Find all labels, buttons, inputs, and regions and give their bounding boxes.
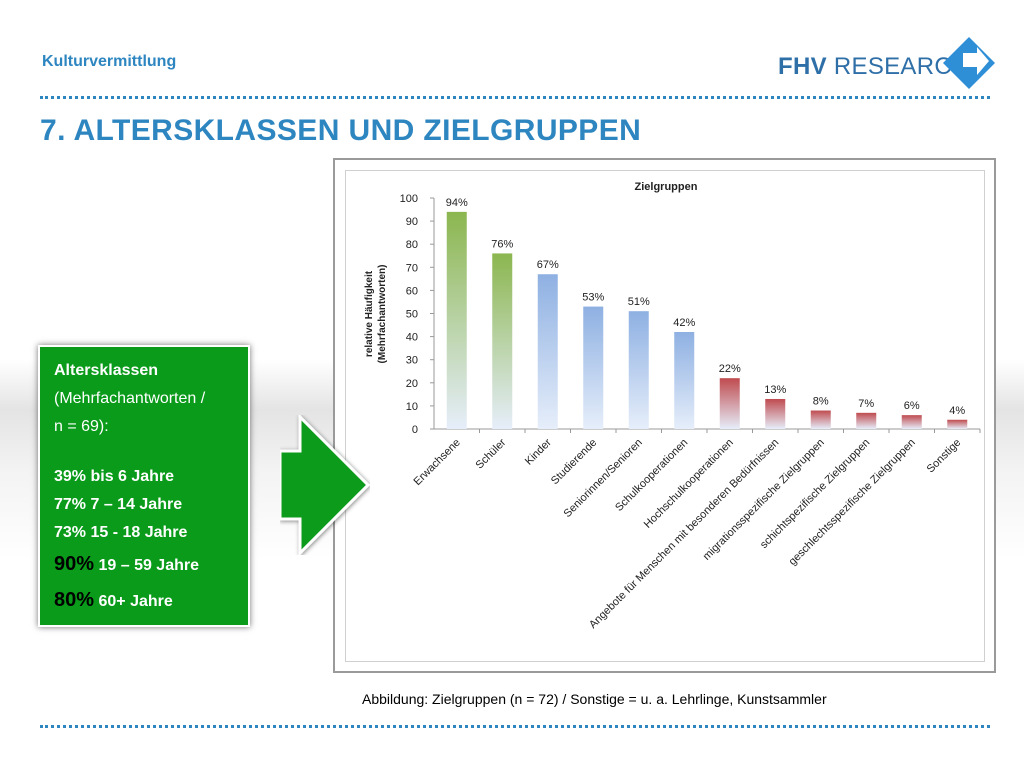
x-tick-label: Hochschulkooperationen — [642, 437, 736, 531]
value-label: 53% — [582, 292, 604, 304]
bar — [537, 274, 558, 429]
bar — [674, 331, 695, 429]
age-row: 77% 7 – 14 Jahre — [54, 496, 183, 513]
y-tick-label: 10 — [406, 401, 418, 413]
y-tick-label: 40 — [406, 332, 418, 344]
value-label: 7% — [858, 398, 874, 410]
bar — [492, 253, 513, 429]
value-label: 13% — [764, 384, 786, 396]
y-axis-label: relative Häufigkeit — [364, 270, 375, 357]
box-sub2: n = 69): — [54, 418, 109, 435]
x-tick-label: Schüler — [474, 436, 509, 471]
zielgruppen-bar-chart: Zielgruppen relative Häufigkeit (Mehrfacha… — [364, 181, 981, 631]
age-row: 80% 60+ Jahre — [54, 589, 173, 611]
page-title: 7. Altersklassen und Zielgruppen — [40, 114, 642, 147]
bar — [719, 378, 740, 429]
top-divider — [40, 96, 990, 99]
x-tick-label: Erwachsene — [412, 437, 463, 488]
y-tick-label: 60 — [406, 285, 418, 297]
y-tick-label: 100 — [400, 193, 418, 205]
x-tick-label: Sonstige — [925, 437, 964, 476]
value-label: 4% — [949, 405, 965, 417]
age-row: 73% 15 - 18 Jahre — [54, 524, 188, 541]
value-label: 6% — [904, 400, 920, 412]
bar — [628, 311, 649, 429]
y-tick-label: 30 — [406, 355, 418, 367]
chart-inner: Zielgruppen relative Häufigkeit (Mehrfacha… — [345, 170, 985, 662]
y-tick-label: 90 — [406, 216, 418, 228]
big-arrow-icon — [280, 415, 370, 555]
chart-frame: Zielgruppen relative Häufigkeit (Mehrfacha… — [333, 158, 996, 673]
value-label: 94% — [446, 197, 468, 209]
chart-title: Zielgruppen — [635, 181, 698, 193]
x-tick-label: Studierende — [549, 437, 599, 487]
logo-bold: FHV — [778, 53, 827, 80]
y-tick-label: 80 — [406, 239, 418, 251]
y-tick-label: 20 — [406, 378, 418, 390]
value-label: 67% — [537, 259, 559, 271]
value-label: 76% — [491, 238, 513, 250]
y-axis-label: (Mehrfachantworten) — [377, 265, 388, 364]
value-label: 22% — [719, 363, 741, 375]
bar — [856, 412, 877, 429]
bar — [901, 415, 922, 429]
altersklassen-box: Altersklassen (Mehrfachantworten / n = 6… — [38, 345, 250, 627]
value-label: 8% — [813, 396, 829, 408]
bar — [583, 306, 604, 429]
bar — [947, 419, 968, 429]
value-label: 51% — [628, 296, 650, 308]
y-tick-label: 70 — [406, 262, 418, 274]
diamond-arrow-logo-icon — [943, 37, 995, 89]
y-tick-label: 50 — [406, 309, 418, 321]
value-label: 42% — [673, 317, 695, 329]
fhv-research-logo: FHV RESEARCH — [778, 35, 995, 95]
x-tick-label: Kinder — [523, 436, 554, 467]
age-row: 90% 19 – 59 Jahre — [54, 553, 199, 575]
box-sub1: (Mehrfachantworten / — [54, 390, 206, 407]
x-tick-label: Seniorinnen/Senioren — [562, 437, 645, 520]
bar — [810, 410, 831, 429]
bar — [765, 398, 786, 429]
figure-caption: Abbildung: Zielgruppen (n = 72) / Sonsti… — [362, 691, 827, 707]
bottom-divider — [40, 725, 990, 728]
box-heading: Altersklassen — [54, 362, 159, 379]
age-row: 39% bis 6 Jahre — [54, 468, 175, 485]
bar — [446, 211, 467, 429]
y-tick-label: 0 — [412, 424, 418, 436]
section-label: Kulturvermittlung — [42, 53, 177, 70]
